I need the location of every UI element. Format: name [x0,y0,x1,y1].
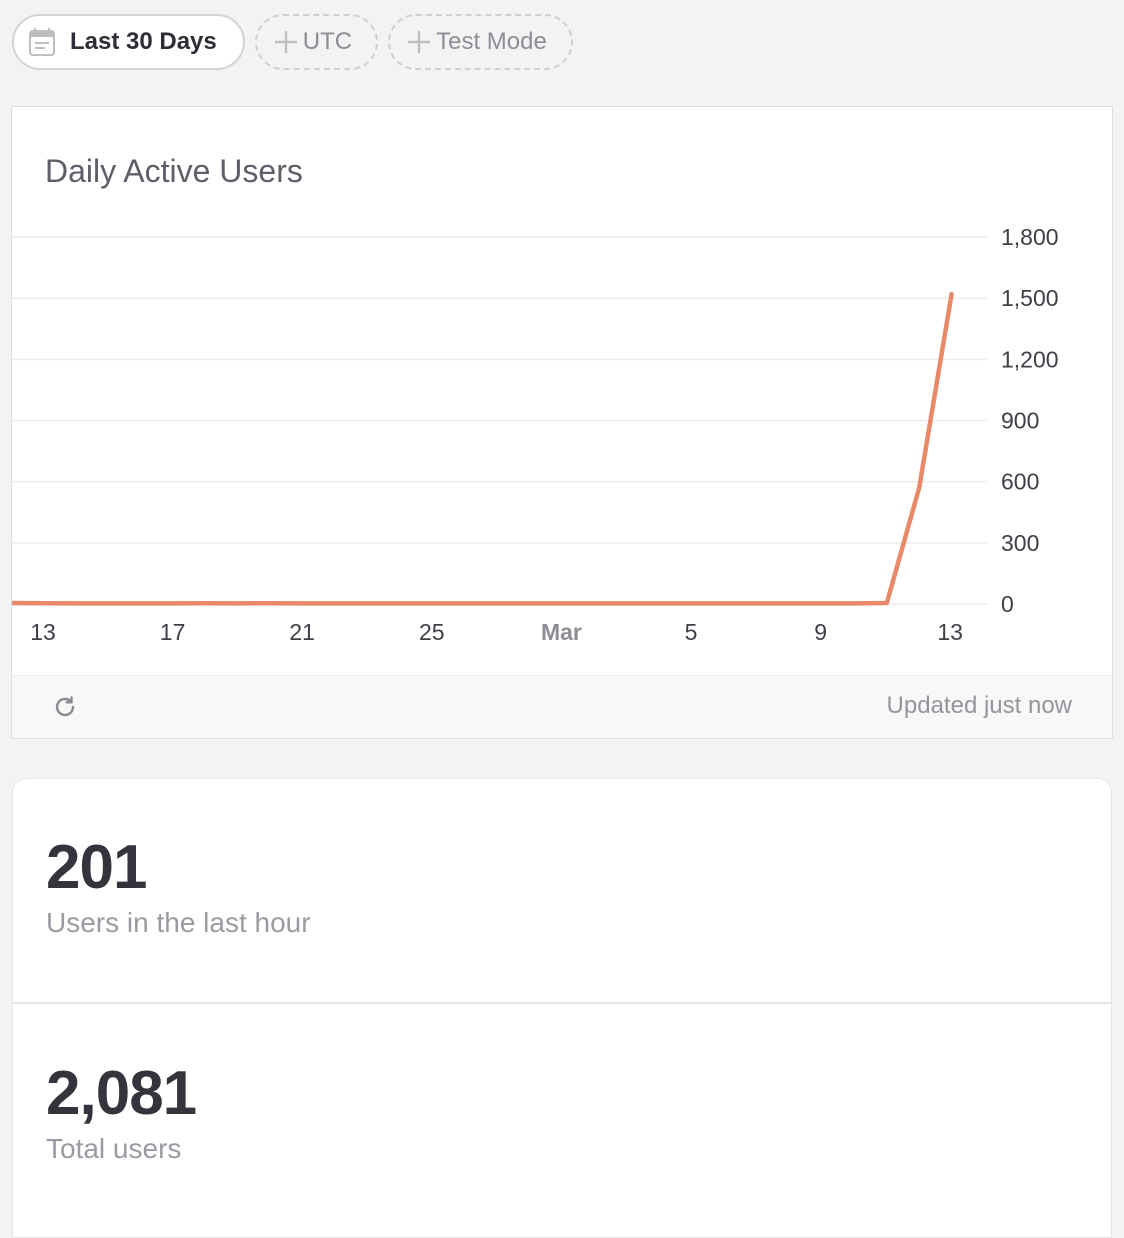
y-tick-label: 1,800 [1001,224,1059,250]
y-tick-label: 900 [1001,408,1039,434]
daily-active-users-card: Daily Active Users 0 300 600 900 1,200 1,500 1… [11,106,1113,739]
test-mode-button[interactable]: Test Mode [388,14,573,70]
refresh-icon[interactable] [52,694,78,720]
timezone-button[interactable]: UTC [254,14,379,70]
stat-label: Users in the last hour [46,907,311,938]
y-tick-label: 600 [1001,469,1039,495]
stats-divider [13,1002,1111,1004]
test-mode-label: Test Mode [436,28,547,55]
y-tick-label: 1,200 [1001,346,1059,372]
x-tick-label: 13 [30,619,56,645]
x-tick-label: 9 [814,619,827,645]
date-range-label: Last 30 Days [70,28,217,55]
x-tick-label: 5 [685,619,698,645]
filter-bar: Last 30 Days UTC Test Mode [12,14,573,74]
chart-footer: Updated just now [12,675,1112,738]
x-tick-label: 21 [289,619,315,645]
date-range-button[interactable]: Last 30 Days [12,14,245,70]
stat-total-users: 2,081 Total users [46,1059,197,1165]
stats-card: 201 Users in the last hour 2,081 Total u… [12,778,1112,1238]
x-tick-label: 13 [937,619,963,645]
calendar-icon [29,28,55,56]
y-tick-label: 0 [1001,591,1014,617]
stat-value: 201 [46,833,147,902]
x-tick-label: 25 [419,619,445,645]
y-tick-label: 300 [1001,530,1039,556]
plus-icon [408,31,431,53]
stat-value: 2,081 [46,1059,197,1128]
plus-icon [274,31,297,53]
stat-label: Total users [46,1133,182,1164]
timezone-label: UTC [302,28,353,55]
x-tick-label: Mar [541,619,582,645]
x-tick-label: 17 [160,619,186,645]
y-tick-label: 1,500 [1001,285,1059,311]
stat-last-hour: 201 Users in the last hour [46,837,311,939]
series-line [12,291,954,606]
line-chart: 0 300 600 900 1,200 1,500 1,800 13 17 21 25 Mar 5 9 13 [12,224,1059,645]
updated-status: Updated just now [886,692,1072,719]
chart-title: Daily Active Users [45,153,303,189]
